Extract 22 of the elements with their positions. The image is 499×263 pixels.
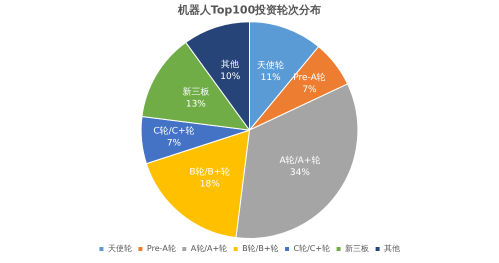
data-label: 10%: [220, 72, 241, 82]
slice-label: 天使轮: [257, 60, 284, 71]
slice-label: 新三板: [182, 86, 210, 98]
data-label: 34%: [290, 168, 310, 178]
slice-label: Pre-A轮: [293, 72, 326, 83]
slice-label: A轮/A+轮: [279, 155, 320, 166]
slice-label: C轮/C+轮: [153, 126, 195, 137]
legend-label: 天使轮: [108, 244, 132, 254]
data-label: 11%: [260, 72, 282, 83]
chart-title: 机器人Top100投资轮次分布: [176, 3, 322, 16]
legend-label: A轮/A+轮: [190, 244, 228, 254]
data-label: 13%: [186, 100, 206, 110]
data-label: 7%: [302, 84, 318, 95]
legend-label: Pre-A轮: [146, 244, 176, 254]
data-label: 7%: [166, 138, 182, 149]
data-label: 18%: [200, 179, 220, 190]
slice-label: 其他: [221, 59, 240, 70]
legend-label: 其他: [384, 244, 400, 254]
legend-label: C轮/C+轮: [294, 244, 330, 254]
legend-label: 新三板: [345, 244, 370, 254]
slice-label: B轮/B+轮: [189, 166, 230, 178]
legend-label: B轮/B+轮: [242, 244, 279, 254]
